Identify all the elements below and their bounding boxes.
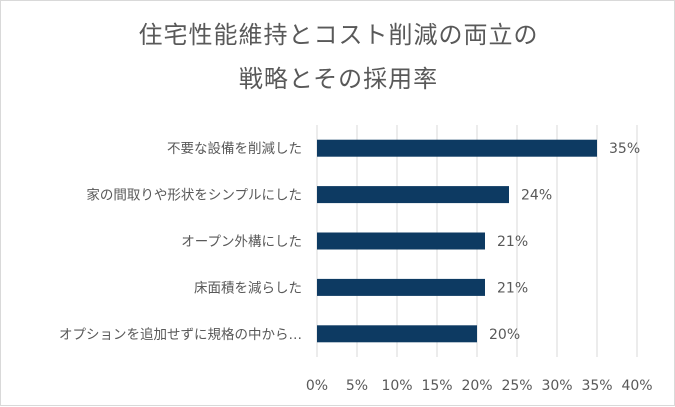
category-labels: 不要な設備を削減した家の間取りや形状をシンプルにしたオープン外構にした床面積を減… [59,140,302,343]
value-label: 24% [521,188,552,204]
value-label: 21% [497,234,528,250]
value-label: 35% [609,141,640,157]
x-tick-label: 10% [381,378,412,394]
x-tick-label: 5% [346,378,368,394]
x-tick-label: 40% [621,378,652,394]
bar [317,186,509,204]
x-tick-label: 20% [461,378,492,394]
category-label: オープン外構にした [181,234,302,250]
x-tick-label: 30% [541,378,572,394]
chart-title-line-2: 戦略とその採用率 [238,65,439,93]
value-labels: 35% 24% 21% 21% 20% [489,141,640,343]
chart-title-line-1: 住宅性能維持とコスト削減の両立の [138,21,539,49]
value-label: 20% [489,327,520,343]
x-tick-label: 0% [306,378,328,394]
value-label: 21% [497,280,528,296]
x-tick-label: 25% [501,378,532,394]
category-label: 家の間取りや形状をシンプルにした [86,187,302,204]
category-label: 不要な設備を削減した [167,140,302,157]
bar [317,139,597,157]
category-label: オプションを追加せずに規格の中から… [59,327,302,343]
category-label: 床面積を減らした [194,279,302,296]
x-tick-label: 15% [421,378,452,394]
x-tick-label: 35% [581,378,612,394]
x-axis-ticks: 0% 5% 10% 15% 20% 25% 30% 35% 40% [306,378,653,394]
bar [317,232,485,250]
bar [317,278,485,296]
bar [317,325,477,343]
bars [317,139,597,343]
